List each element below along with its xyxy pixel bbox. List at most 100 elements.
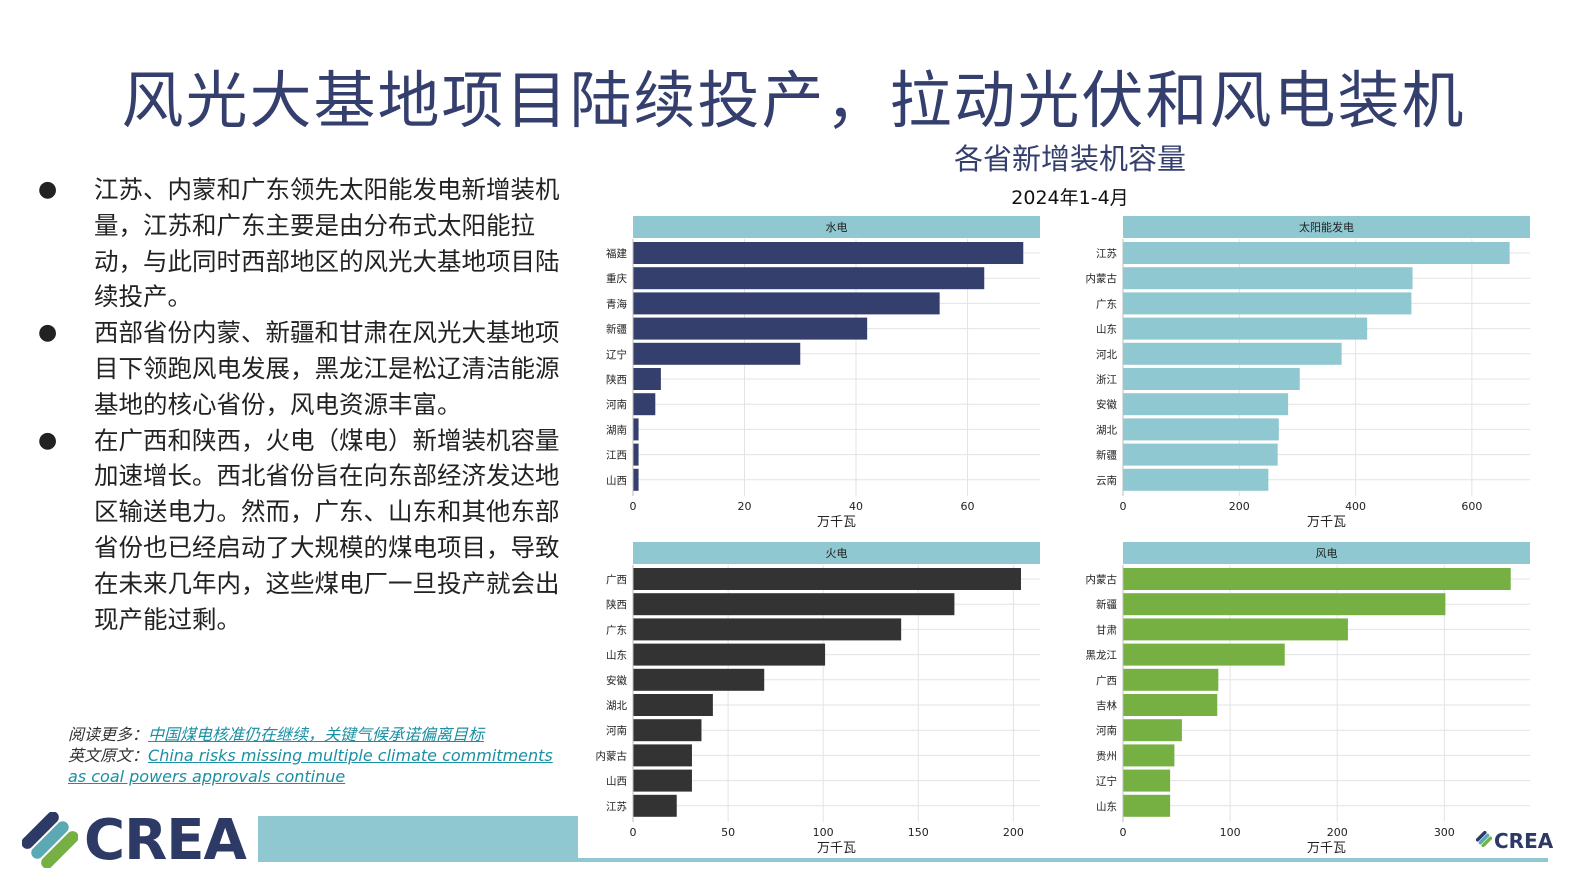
bullet-dot: ● — [38, 320, 58, 346]
category-label: 浙江 — [1096, 374, 1118, 386]
bar — [633, 794, 677, 817]
bar — [633, 393, 656, 416]
category-label: 贵州 — [1096, 749, 1117, 762]
category-label: 黑龙江 — [1086, 649, 1118, 662]
axis-title: 万千瓦 — [817, 515, 856, 530]
bar — [1123, 593, 1446, 616]
bullet-dot: ● — [38, 427, 58, 453]
category-label: 山东 — [1096, 323, 1117, 336]
read-more-link-en[interactable]: China risks missing multiple climate com… — [68, 746, 553, 786]
bullet-item: ● 西部省份内蒙、新疆和甘肃在风光大基地项目下领跑风电发展，黑龙江是松辽清洁能源基… — [38, 315, 578, 422]
crea-logo-text: CREA — [84, 808, 247, 873]
bar — [633, 242, 1024, 264]
crea-logo-icon — [22, 812, 78, 868]
category-label: 新疆 — [1096, 449, 1118, 462]
bullet-dot: ● — [38, 177, 58, 202]
panel-title: 风电 — [1316, 547, 1338, 560]
bar — [633, 719, 702, 742]
category-label: 河南 — [606, 724, 627, 737]
category-label: 广东 — [1096, 297, 1117, 310]
bar — [633, 643, 826, 666]
axis-title: 万千瓦 — [1307, 515, 1346, 530]
tick-label: 400 — [1345, 500, 1366, 513]
tick-label: 100 — [1220, 826, 1241, 839]
category-label: 内蒙古 — [1086, 272, 1118, 285]
bar — [1123, 443, 1278, 466]
bar — [1123, 794, 1171, 817]
bar — [1123, 418, 1279, 441]
bar — [633, 292, 940, 315]
bar — [1123, 468, 1269, 491]
category-label: 辽宁 — [1096, 775, 1117, 788]
panel-strip — [633, 542, 1040, 564]
bar — [633, 342, 801, 365]
tick-label: 40 — [849, 500, 863, 513]
category-label: 内蒙古 — [1086, 573, 1118, 586]
category-label: 安徽 — [1096, 398, 1118, 411]
crea-logo-small-icon — [1476, 831, 1492, 847]
category-label: 甘肃 — [1096, 623, 1117, 636]
bullet-text: 在广西和陕西，火电（煤电）新增装机容量加速增长。西北省份旨在向东部经济发达地区输… — [94, 425, 560, 634]
bullet-text: 江苏、内蒙和广东领先太阳能发电新增装机量，江苏和广东主要是由分布式太阳能拉动，与… — [94, 175, 560, 312]
category-label: 山东 — [1096, 800, 1117, 813]
bar — [1123, 368, 1300, 390]
panel-title: 火电 — [826, 547, 848, 560]
category-label: 湖南 — [606, 423, 627, 436]
bar — [633, 317, 868, 340]
category-label: 河北 — [1096, 349, 1118, 361]
category-label: 山东 — [606, 649, 627, 662]
category-label: 重庆 — [606, 272, 627, 285]
bar — [1123, 342, 1342, 365]
bar — [1123, 769, 1171, 792]
tick-label: 300 — [1434, 826, 1455, 839]
bar — [633, 568, 1021, 590]
bar — [1123, 618, 1348, 641]
bar — [633, 694, 713, 716]
tick-label: 60 — [961, 500, 975, 513]
bar — [633, 769, 692, 792]
axis-title: 万千瓦 — [1307, 841, 1346, 856]
bar — [633, 618, 902, 641]
category-label: 云南 — [1096, 474, 1117, 487]
tick-label: 20 — [738, 500, 752, 513]
tick-label: 100 — [813, 826, 834, 839]
tick-label: 150 — [908, 826, 929, 839]
bar — [633, 418, 639, 441]
category-label: 福建 — [606, 247, 627, 260]
chart-title: 各省新增装机容量 — [953, 142, 1186, 176]
bar — [633, 744, 692, 767]
tick-label: 600 — [1461, 500, 1482, 513]
category-label: 山西 — [606, 475, 627, 487]
panel-strip — [1123, 216, 1530, 238]
category-label: 广东 — [606, 623, 627, 636]
tick-label: 0 — [1120, 500, 1127, 513]
category-label: 河南 — [1096, 724, 1117, 737]
chart-subtitle: 2024年1-4月 — [1011, 187, 1129, 209]
panel-title: 太阳能发电 — [1299, 220, 1354, 234]
panel-title: 水电 — [826, 221, 848, 234]
category-label: 湖北 — [606, 700, 627, 712]
bar — [1123, 393, 1289, 416]
category-label: 山西 — [606, 776, 627, 788]
tick-label: 50 — [721, 826, 735, 839]
bullet-list: ● 江苏、内蒙和广东领先太阳能发电新增装机量，江苏和广东主要是由分布式太阳能拉动，… — [38, 172, 578, 637]
read-more-label: 阅读更多： — [68, 725, 149, 744]
panel-strip — [633, 216, 1040, 238]
category-label: 青海 — [606, 297, 627, 310]
category-label: 河南 — [606, 398, 627, 411]
bullet-item: ● 在广西和陕西，火电（煤电）新增装机容量加速增长。西北省份旨在向东部经济发达地区… — [38, 423, 578, 638]
category-label: 安徽 — [606, 674, 627, 687]
bar — [633, 468, 639, 491]
bar — [633, 668, 765, 691]
bar — [1123, 744, 1175, 767]
panel-strip — [1123, 542, 1530, 564]
category-label: 广西 — [606, 574, 627, 586]
category-label: 内蒙古 — [596, 749, 628, 762]
bullet-item: ● 江苏、内蒙和广东领先太阳能发电新增装机量，江苏和广东主要是由分布式太阳能拉动，… — [38, 172, 578, 315]
category-label: 新疆 — [1096, 598, 1118, 611]
category-label: 陕西 — [606, 598, 627, 611]
read-more-label-en: 英文原文： — [68, 746, 149, 765]
bar — [1123, 668, 1219, 691]
read-more-link-cn[interactable]: 中国煤电核准仍在继续，关键气候承诺偏离目标 — [148, 725, 485, 744]
